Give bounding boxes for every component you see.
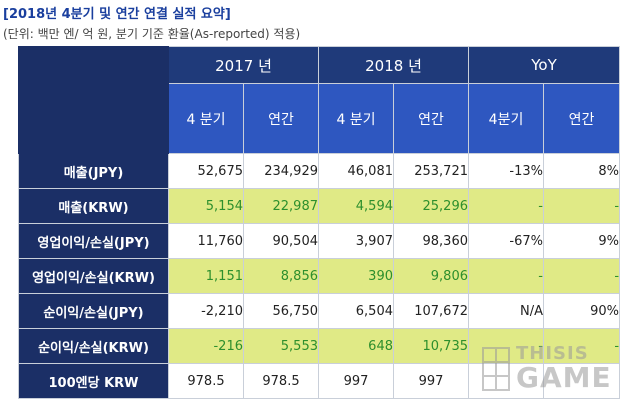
- table-cell: -: [468, 188, 544, 224]
- group-header-yoy: YoY: [467, 46, 621, 84]
- watermark-text-top: THISIS: [516, 343, 589, 364]
- table-cell: 5,553: [243, 328, 319, 364]
- row-label: 100엔당 KRW: [18, 363, 169, 399]
- subheader-2017-q4: 4 분기: [168, 83, 244, 154]
- row-label: 순이익/손실(KRW): [18, 328, 169, 364]
- table-cell: -: [468, 328, 544, 364]
- table-cell: 11,760: [168, 223, 244, 259]
- table-cell: 978.5: [168, 363, 244, 399]
- table-cell: 997: [393, 363, 469, 399]
- table-cell: 98,360: [393, 223, 469, 259]
- table-cell: 5,154: [168, 188, 244, 224]
- table-cell: -2,210: [168, 293, 244, 329]
- table-cell: -216: [168, 328, 244, 364]
- table-row: 매출(KRW) 5,154 22,987 4,594 25,296 - -: [18, 188, 621, 224]
- table-cell: -: [468, 258, 544, 294]
- header-corner-sub: [18, 83, 169, 154]
- row-label: 영업이익/손실(KRW): [18, 258, 169, 294]
- page-title: [2018년 4분기 및 연간 연결 실적 요약]: [3, 7, 231, 22]
- header-corner: [18, 46, 169, 84]
- unit-note: (단위: 백만 엔/ 억 원, 분기 기준 환율(As-reported) 적용…: [3, 27, 301, 41]
- table-cell: 8%: [542, 153, 621, 189]
- group-header-2018: 2018 년: [318, 46, 469, 84]
- table-cell: 1,151: [168, 258, 244, 294]
- table-cell: 22,987: [243, 188, 319, 224]
- table-cell: 4,594: [318, 188, 394, 224]
- table-cell: [468, 363, 544, 399]
- table-cell: -13%: [468, 153, 544, 189]
- table-cell: 390: [318, 258, 394, 294]
- table-row: 100엔당 KRW 978.5 978.5 997 997: [18, 363, 621, 399]
- table-cell: 234,929: [243, 153, 319, 189]
- watermark-grid-icon: [482, 347, 510, 391]
- table-cell: 3,907: [318, 223, 394, 259]
- results-table: 2017 년 2018 년 YoY 4 분기 연간 4 분기 연간 4분기 연간…: [18, 46, 621, 399]
- table-cell: 8,856: [243, 258, 319, 294]
- subheader-yoy-annual: 연간: [542, 83, 621, 154]
- table-row: 순이익/손실(KRW) -216 5,553 648 10,735 - -: [18, 328, 621, 364]
- table-row: 영업이익/손실(JPY) 11,760 90,504 3,907 98,360 …: [18, 223, 621, 259]
- table-cell: N/A: [468, 293, 544, 329]
- row-label: 매출(JPY): [18, 153, 169, 189]
- table-cell: -: [542, 188, 621, 224]
- subheader-yoy-q4: 4분기: [468, 83, 544, 154]
- row-label: 매출(KRW): [18, 188, 169, 224]
- table-cell: [542, 363, 621, 399]
- table-cell: 90,504: [243, 223, 319, 259]
- row-label: 영업이익/손실(JPY): [18, 223, 169, 259]
- table-cell: 9,806: [393, 258, 469, 294]
- table-cell: 9%: [542, 223, 621, 259]
- table-row: 순이익/손실(JPY) -2,210 56,750 6,504 107,672 …: [18, 293, 621, 329]
- table-row: 매출(JPY) 52,675 234,929 46,081 253,721 -1…: [18, 153, 621, 189]
- group-header-2017: 2017 년: [168, 46, 319, 84]
- table-cell: 648: [318, 328, 394, 364]
- table-cell: 90%: [542, 293, 621, 329]
- watermark-logo: THISIS GAME: [482, 343, 612, 395]
- row-label: 순이익/손실(JPY): [18, 293, 169, 329]
- table-cell: 253,721: [393, 153, 469, 189]
- table-cell: 978.5: [243, 363, 319, 399]
- table-cell: -: [542, 328, 621, 364]
- subheader-2018-q4: 4 분기: [318, 83, 394, 154]
- watermark-text-bottom: GAME: [516, 361, 612, 394]
- table-cell: 46,081: [318, 153, 394, 189]
- subheader-2018-annual: 연간: [393, 83, 469, 154]
- table-cell: 10,735: [393, 328, 469, 364]
- table-cell: 25,296: [393, 188, 469, 224]
- table-cell: 107,672: [393, 293, 469, 329]
- table-row: 영업이익/손실(KRW) 1,151 8,856 390 9,806 - -: [18, 258, 621, 294]
- table-cell: 997: [318, 363, 394, 399]
- table-cell: 6,504: [318, 293, 394, 329]
- table-cell: 52,675: [168, 153, 244, 189]
- subheader-2017-annual: 연간: [243, 83, 319, 154]
- table-cell: 56,750: [243, 293, 319, 329]
- table-cell: -67%: [468, 223, 544, 259]
- table-cell: -: [542, 258, 621, 294]
